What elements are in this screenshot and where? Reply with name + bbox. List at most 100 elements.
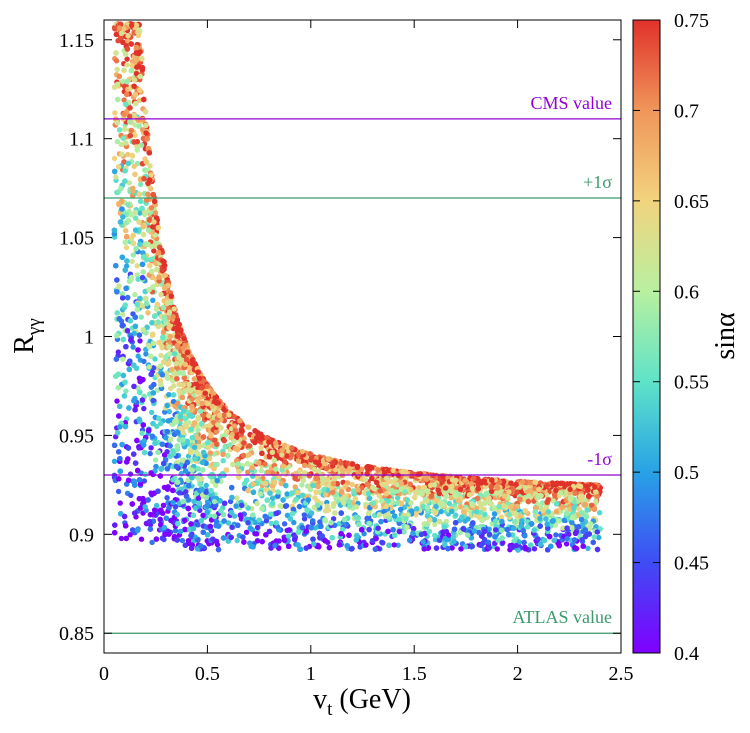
scatter-point [147, 450, 153, 457]
scatter-point [301, 512, 307, 518]
scatter-point [323, 482, 330, 489]
scatter-point [123, 388, 129, 394]
scatter-point [131, 330, 137, 336]
scatter-point [494, 546, 500, 552]
scatter-point [234, 537, 240, 544]
scatter-point [152, 356, 158, 362]
scatter-point [291, 519, 297, 526]
scatter-point [395, 542, 401, 548]
scatter-point [172, 528, 179, 534]
scatter-point [531, 546, 538, 552]
scatter-point [128, 127, 135, 134]
scatter-point [123, 228, 129, 234]
scatter-point [231, 513, 238, 519]
scatter-point [114, 138, 121, 145]
scatter-point [130, 252, 137, 258]
scatter-point [137, 210, 143, 216]
scatter-point [148, 445, 154, 451]
scatter-point [330, 516, 337, 522]
scatter-point [438, 508, 444, 515]
scatter-point [166, 408, 172, 415]
scatter-point [281, 521, 288, 527]
scatter-point [127, 471, 134, 477]
scatter-point [591, 534, 597, 540]
scatter-point [203, 482, 209, 489]
scatter-point [416, 485, 422, 491]
scatter-point [166, 392, 172, 398]
scatter-point [560, 525, 566, 531]
scatter-point [134, 272, 140, 278]
scatter-point [260, 475, 266, 481]
scatter-point [301, 516, 308, 522]
scatter-point [258, 445, 264, 451]
scatter-point [220, 458, 226, 464]
scatter-point [143, 351, 149, 357]
scatter-point [118, 141, 125, 148]
scatter-point [113, 174, 119, 180]
scatter-point [147, 163, 153, 169]
scatter-point [137, 181, 144, 188]
scatter-point [292, 484, 298, 490]
scatter-point [128, 492, 134, 499]
scatter-point [195, 414, 202, 420]
scatter-point [585, 545, 591, 551]
scatter-point [141, 478, 148, 484]
scatter-point [135, 353, 141, 359]
scatter-point [268, 520, 275, 527]
scatter-point [481, 536, 488, 543]
scatter-point [111, 155, 118, 162]
scatter-point [596, 534, 602, 541]
scatter-point [117, 500, 123, 506]
scatter-point [361, 531, 367, 537]
scatter-point [168, 517, 174, 524]
scatter-point [432, 521, 438, 528]
scatter-point [212, 437, 218, 443]
scatter-point [349, 481, 355, 488]
scatter-point [157, 420, 164, 427]
scatter-point [220, 512, 227, 518]
scatter-point [138, 314, 144, 320]
scatter-point [112, 110, 118, 116]
scatter-point [432, 532, 438, 539]
scatter-point [114, 398, 120, 404]
scatter-point [197, 507, 203, 514]
scatter-point [141, 358, 147, 365]
scatter-point [225, 520, 232, 526]
scatter-point [243, 529, 250, 535]
scatter-point [149, 409, 155, 416]
scatter-point [162, 409, 168, 415]
scatter-point [213, 482, 219, 489]
scatter-point [263, 518, 270, 524]
scatter-point [482, 511, 488, 518]
scatter-point [160, 502, 167, 508]
scatter-point [204, 499, 211, 505]
scatter-point [149, 539, 155, 546]
scatter-point [115, 488, 122, 495]
scatter-point [436, 537, 443, 543]
scatter-point [130, 344, 136, 350]
scatter-point [597, 510, 603, 516]
scatter-point [132, 291, 138, 298]
scatter-point [336, 521, 342, 527]
scatter-point [246, 424, 252, 430]
scatter-point [113, 58, 120, 64]
scatter-point [391, 542, 397, 548]
scatter-point [151, 248, 157, 254]
scatter-point [120, 311, 126, 318]
scatter-point [258, 467, 264, 474]
scatter-point [284, 491, 290, 497]
scatter-point [150, 297, 156, 303]
scatter-point [136, 97, 143, 103]
scatter-point [158, 352, 164, 359]
scatter-point [152, 457, 159, 463]
scatter-points [111, 21, 603, 553]
scatter-point [254, 538, 261, 544]
scatter-point [121, 97, 127, 103]
scatter-point [126, 180, 132, 186]
scatter-point [317, 519, 323, 525]
scatter-point [131, 163, 137, 170]
scatter-point [164, 495, 170, 501]
scatter-point [154, 423, 160, 430]
scatter-point [179, 537, 186, 544]
